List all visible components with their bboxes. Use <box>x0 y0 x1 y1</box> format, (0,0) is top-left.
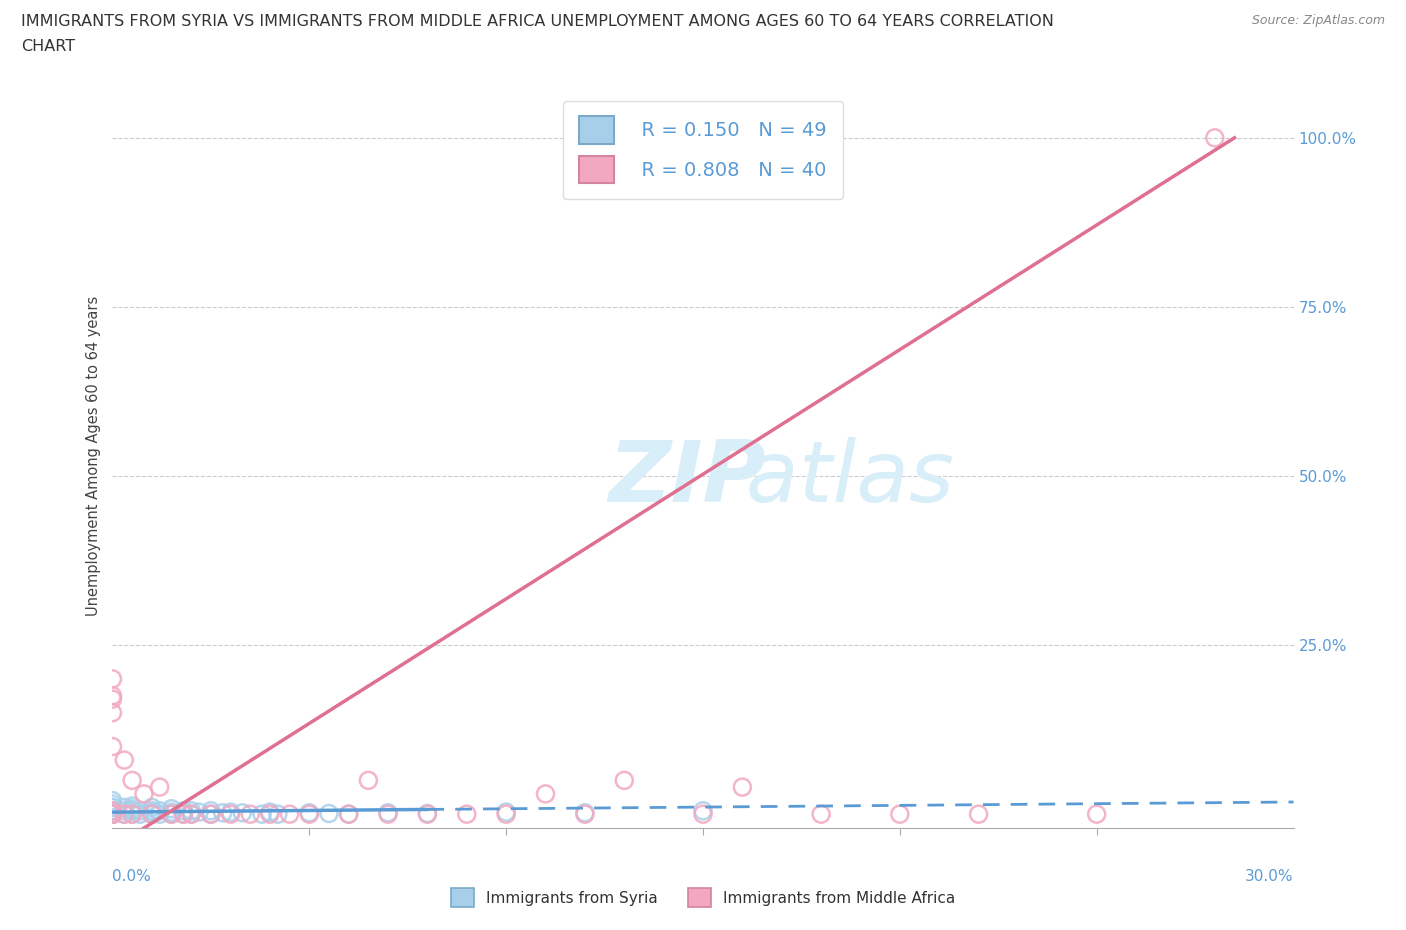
Point <box>889 806 911 821</box>
Text: 0.0%: 0.0% <box>112 869 152 883</box>
Point <box>160 806 183 821</box>
Point <box>101 739 124 754</box>
Point <box>298 806 321 821</box>
Point <box>172 806 194 821</box>
Point <box>1085 806 1108 821</box>
Point <box>160 804 183 819</box>
Point <box>121 799 143 814</box>
Point <box>141 805 163 820</box>
Point <box>149 804 172 818</box>
Text: IMMIGRANTS FROM SYRIA VS IMMIGRANTS FROM MIDDLE AFRICA UNEMPLOYMENT AMONG AGES 6: IMMIGRANTS FROM SYRIA VS IMMIGRANTS FROM… <box>21 14 1054 29</box>
Point <box>967 806 990 821</box>
Text: 30.0%: 30.0% <box>1246 869 1294 883</box>
Point <box>259 806 281 821</box>
Text: CHART: CHART <box>21 39 75 54</box>
Point <box>141 800 163 815</box>
Point <box>149 806 172 821</box>
Point <box>101 793 124 808</box>
Point <box>112 752 135 767</box>
Point <box>101 806 124 821</box>
Point <box>495 806 517 821</box>
Point <box>211 805 233 820</box>
Point <box>141 806 163 821</box>
Point <box>101 671 124 686</box>
Point <box>121 806 143 821</box>
Point <box>416 806 439 821</box>
Point <box>149 779 172 794</box>
Point <box>112 806 135 821</box>
Point <box>101 800 124 815</box>
Point <box>574 805 596 820</box>
Point <box>101 806 124 821</box>
Point <box>141 806 163 821</box>
Point <box>298 805 321 820</box>
Point <box>188 804 211 819</box>
Point <box>132 787 155 802</box>
Point <box>101 800 124 815</box>
Legend: Immigrants from Syria, Immigrants from Middle Africa: Immigrants from Syria, Immigrants from M… <box>444 883 962 913</box>
Point <box>239 806 262 821</box>
Point <box>101 804 124 818</box>
Point <box>101 806 124 821</box>
Point <box>121 802 143 817</box>
Point <box>180 806 202 821</box>
Point <box>377 806 399 821</box>
Text: ZIP: ZIP <box>609 436 766 520</box>
Point <box>250 806 273 821</box>
Point <box>1204 130 1226 145</box>
Point <box>121 773 143 788</box>
Point <box>219 806 242 821</box>
Point <box>267 806 290 821</box>
Text: atlas: atlas <box>609 436 953 520</box>
Legend:   R = 0.150   N = 49,   R = 0.808   N = 40: R = 0.150 N = 49, R = 0.808 N = 40 <box>564 100 842 199</box>
Point <box>101 804 124 818</box>
Point <box>456 806 478 821</box>
Point <box>231 805 253 820</box>
Point <box>318 806 340 821</box>
Point <box>129 806 152 821</box>
Point <box>259 804 281 819</box>
Point <box>200 806 222 821</box>
Y-axis label: Unemployment Among Ages 60 to 64 years: Unemployment Among Ages 60 to 64 years <box>86 296 101 616</box>
Point <box>101 806 124 821</box>
Point <box>121 804 143 818</box>
Point <box>172 806 194 821</box>
Point <box>416 806 439 821</box>
Point <box>377 805 399 820</box>
Point <box>534 787 557 802</box>
Point <box>200 806 222 821</box>
Point <box>200 804 222 818</box>
Point <box>219 804 242 819</box>
Point <box>141 804 163 818</box>
Point <box>101 806 124 821</box>
Point <box>160 806 183 821</box>
Point <box>121 806 143 821</box>
Point <box>180 806 202 821</box>
Point <box>337 806 360 821</box>
Point <box>160 802 183 817</box>
Point <box>112 800 135 815</box>
Point <box>357 773 380 788</box>
Point <box>613 773 636 788</box>
Point <box>731 779 754 794</box>
Point <box>692 804 714 818</box>
Point <box>112 804 135 818</box>
Point <box>278 806 301 821</box>
Point <box>101 705 124 720</box>
Point <box>112 806 135 821</box>
Point <box>101 692 124 707</box>
Point <box>172 804 194 818</box>
Point <box>810 806 832 821</box>
Point <box>180 804 202 818</box>
Point <box>495 804 517 819</box>
Point <box>129 804 152 818</box>
Point <box>101 797 124 812</box>
Point <box>574 806 596 821</box>
Point <box>692 806 714 821</box>
Text: Source: ZipAtlas.com: Source: ZipAtlas.com <box>1251 14 1385 27</box>
Point <box>101 804 124 818</box>
Point <box>337 806 360 821</box>
Point <box>101 806 124 821</box>
Point <box>101 688 124 703</box>
